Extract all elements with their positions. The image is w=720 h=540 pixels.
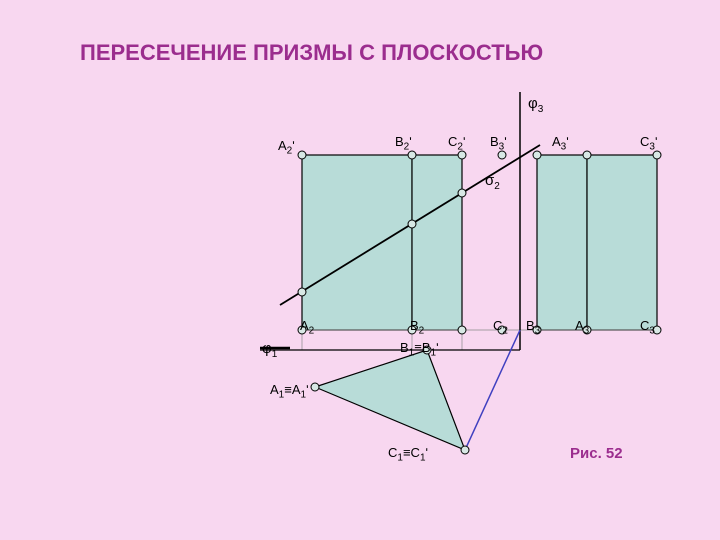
point-label: A1≡A1ʹ <box>270 382 309 401</box>
axis-label: φ1 <box>262 340 277 360</box>
point-label: A2 <box>300 318 314 337</box>
point-label: A2ʹ <box>278 138 295 157</box>
point-label: A3ʹ <box>552 134 569 153</box>
point-label: C3 <box>640 318 655 337</box>
figure-caption: Рис. 52 <box>570 445 623 462</box>
axis-label: σ2 <box>485 172 500 192</box>
axis-label: φ3 <box>528 95 543 115</box>
point-label: C3ʹ <box>640 134 657 153</box>
point-label: B2 <box>410 318 424 337</box>
point-label: B2ʹ <box>395 134 412 153</box>
point-label: C1≡C1ʹ <box>388 445 428 464</box>
point-label: C2ʹ <box>448 134 465 153</box>
point-label: B3 <box>526 318 540 337</box>
point-label: B1≡B1ʹ <box>400 340 439 359</box>
point-label: A3 <box>575 318 589 337</box>
point-label: C2 <box>493 318 508 337</box>
page-title: ПЕРЕСЕЧЕНИЕ ПРИЗМЫ С ПЛОСКОСТЬЮ <box>80 40 543 66</box>
point-label: B3ʹ <box>490 134 507 153</box>
